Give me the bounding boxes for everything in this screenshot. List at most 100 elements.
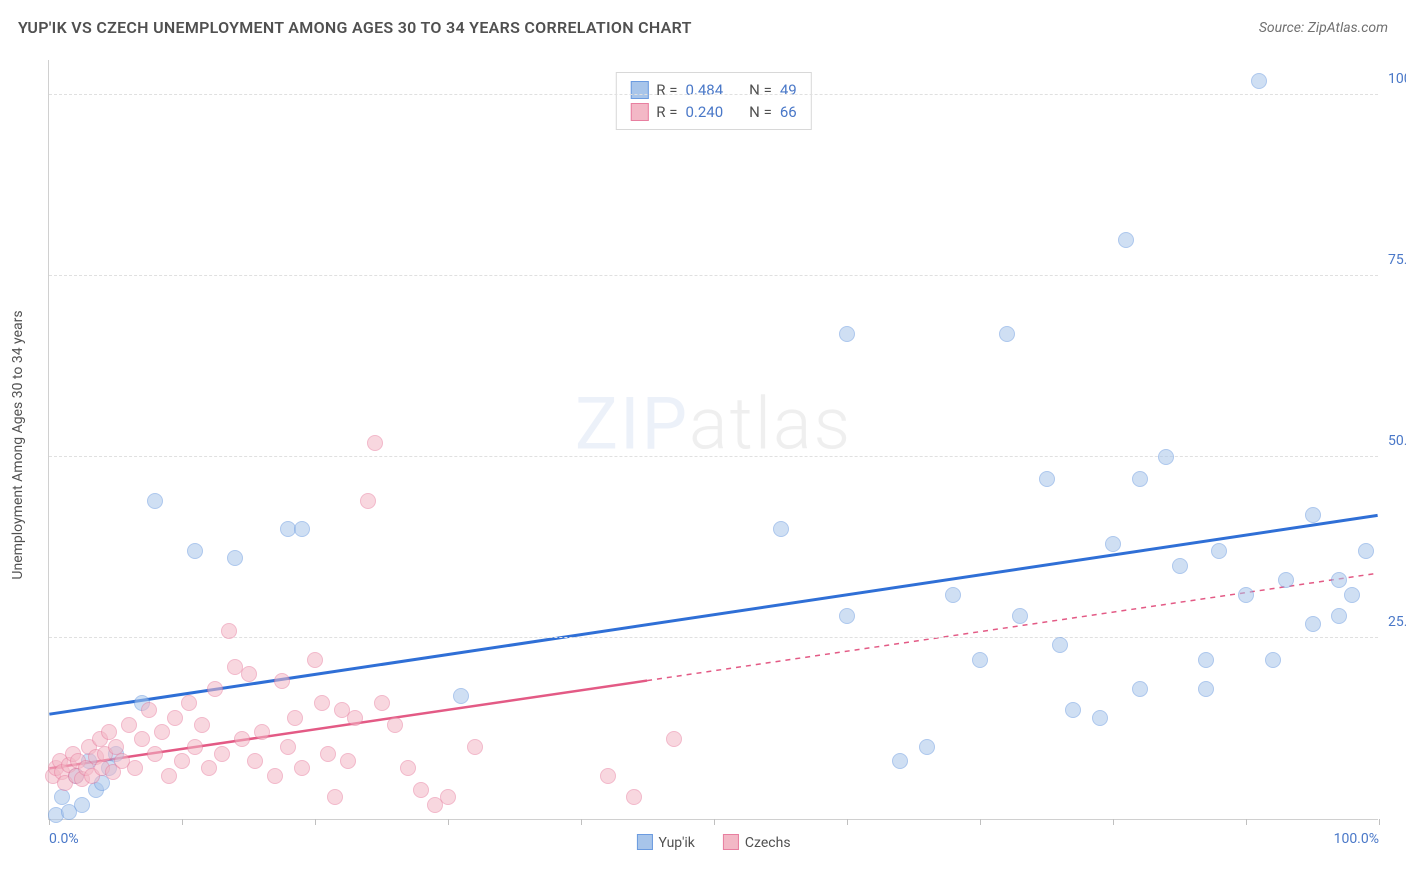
data-point — [134, 731, 150, 747]
data-point — [147, 746, 163, 762]
n-label: N = — [749, 81, 772, 99]
data-point — [413, 782, 429, 798]
data-point — [221, 623, 237, 639]
x-tick — [847, 819, 848, 825]
r-label: R = — [656, 81, 677, 99]
x-tick-label: 0.0% — [49, 831, 79, 847]
data-point — [1331, 608, 1347, 624]
x-tick-label: 100.0% — [1334, 831, 1379, 847]
data-point — [174, 753, 190, 769]
data-point — [121, 717, 137, 733]
data-point — [1238, 587, 1254, 603]
y-tick-label: 75.0% — [1388, 252, 1406, 268]
data-point — [1344, 587, 1360, 603]
data-point — [181, 695, 197, 711]
grid-line — [49, 637, 1378, 638]
y-tick-label: 25.0% — [1388, 614, 1406, 630]
data-point — [127, 760, 143, 776]
data-point — [254, 724, 270, 740]
legend-label: Yup'ik — [658, 835, 694, 851]
data-point — [287, 710, 303, 726]
data-point — [1052, 637, 1068, 653]
data-point — [1331, 572, 1347, 588]
n-value: 66 — [780, 103, 797, 121]
data-point — [892, 753, 908, 769]
data-point — [1065, 702, 1081, 718]
data-point — [1158, 449, 1174, 465]
data-point — [74, 797, 90, 813]
data-point — [773, 521, 789, 537]
x-tick — [1113, 819, 1114, 825]
correlation-legend-row: R = 0.484 N = 49 — [630, 79, 796, 101]
grid-line — [49, 275, 1378, 276]
data-point — [919, 739, 935, 755]
data-point — [453, 688, 469, 704]
grid-line — [49, 94, 1378, 95]
data-point — [1358, 543, 1374, 559]
data-point — [1132, 471, 1148, 487]
data-point — [1265, 652, 1281, 668]
legend-item: Czechs — [723, 834, 791, 851]
data-point — [234, 731, 250, 747]
chart-header: YUP'IK VS CZECH UNEMPLOYMENT AMONG AGES … — [18, 18, 1388, 37]
data-point — [167, 710, 183, 726]
data-point — [360, 493, 376, 509]
data-point — [1092, 710, 1108, 726]
r-value: 0.484 — [685, 81, 723, 99]
data-point — [1198, 652, 1214, 668]
data-point — [1305, 507, 1321, 523]
data-point — [214, 746, 230, 762]
y-axis-title: Unemployment Among Ages 30 to 34 years — [10, 310, 26, 579]
data-point — [440, 789, 456, 805]
chart-area: Unemployment Among Ages 30 to 34 years Z… — [48, 50, 1378, 840]
x-tick — [315, 819, 316, 825]
x-tick — [182, 819, 183, 825]
data-point — [467, 739, 483, 755]
data-point — [247, 753, 263, 769]
data-point — [347, 710, 363, 726]
y-tick-label: 100.0% — [1388, 71, 1406, 87]
legend-swatch — [630, 81, 648, 99]
data-point — [307, 652, 323, 668]
data-point — [1118, 232, 1134, 248]
data-point — [1305, 616, 1321, 632]
data-point — [1105, 536, 1121, 552]
legend-swatch — [723, 834, 739, 850]
correlation-legend-row: R =0.240N =66 — [630, 101, 796, 123]
data-point — [141, 702, 157, 718]
n-value: 49 — [780, 81, 797, 99]
watermark-atlas: atlas — [689, 382, 852, 467]
y-tick-label: 50.0% — [1388, 433, 1406, 449]
trend-line — [49, 515, 1377, 714]
x-tick — [448, 819, 449, 825]
data-point — [1132, 681, 1148, 697]
x-tick — [1379, 819, 1380, 825]
data-point — [1198, 681, 1214, 697]
legend-item: Yup'ik — [636, 834, 694, 851]
data-point — [201, 760, 217, 776]
data-point — [147, 493, 163, 509]
data-point — [626, 789, 642, 805]
watermark: ZIPatlas — [575, 382, 852, 467]
legend-label: Czechs — [745, 835, 791, 851]
data-point — [999, 326, 1015, 342]
data-point — [294, 760, 310, 776]
data-point — [207, 681, 223, 697]
source-label: Source: ZipAtlas.com — [1259, 20, 1388, 36]
data-point — [1172, 558, 1188, 574]
data-point — [274, 673, 290, 689]
data-point — [839, 326, 855, 342]
x-tick — [1246, 819, 1247, 825]
r-value: 0.240 — [685, 103, 723, 121]
data-point — [945, 587, 961, 603]
data-point — [387, 717, 403, 733]
data-point — [340, 753, 356, 769]
chart-title: YUP'IK VS CZECH UNEMPLOYMENT AMONG AGES … — [18, 18, 692, 37]
data-point — [666, 731, 682, 747]
series-legend: Yup'ik Czechs — [636, 834, 790, 851]
data-point — [294, 521, 310, 537]
scatter-plot: ZIPatlas R =0.484N =49R =0.240N =66 Yup'… — [48, 60, 1378, 820]
r-label: R = — [656, 103, 677, 121]
data-point — [1251, 73, 1267, 89]
data-point — [327, 789, 343, 805]
